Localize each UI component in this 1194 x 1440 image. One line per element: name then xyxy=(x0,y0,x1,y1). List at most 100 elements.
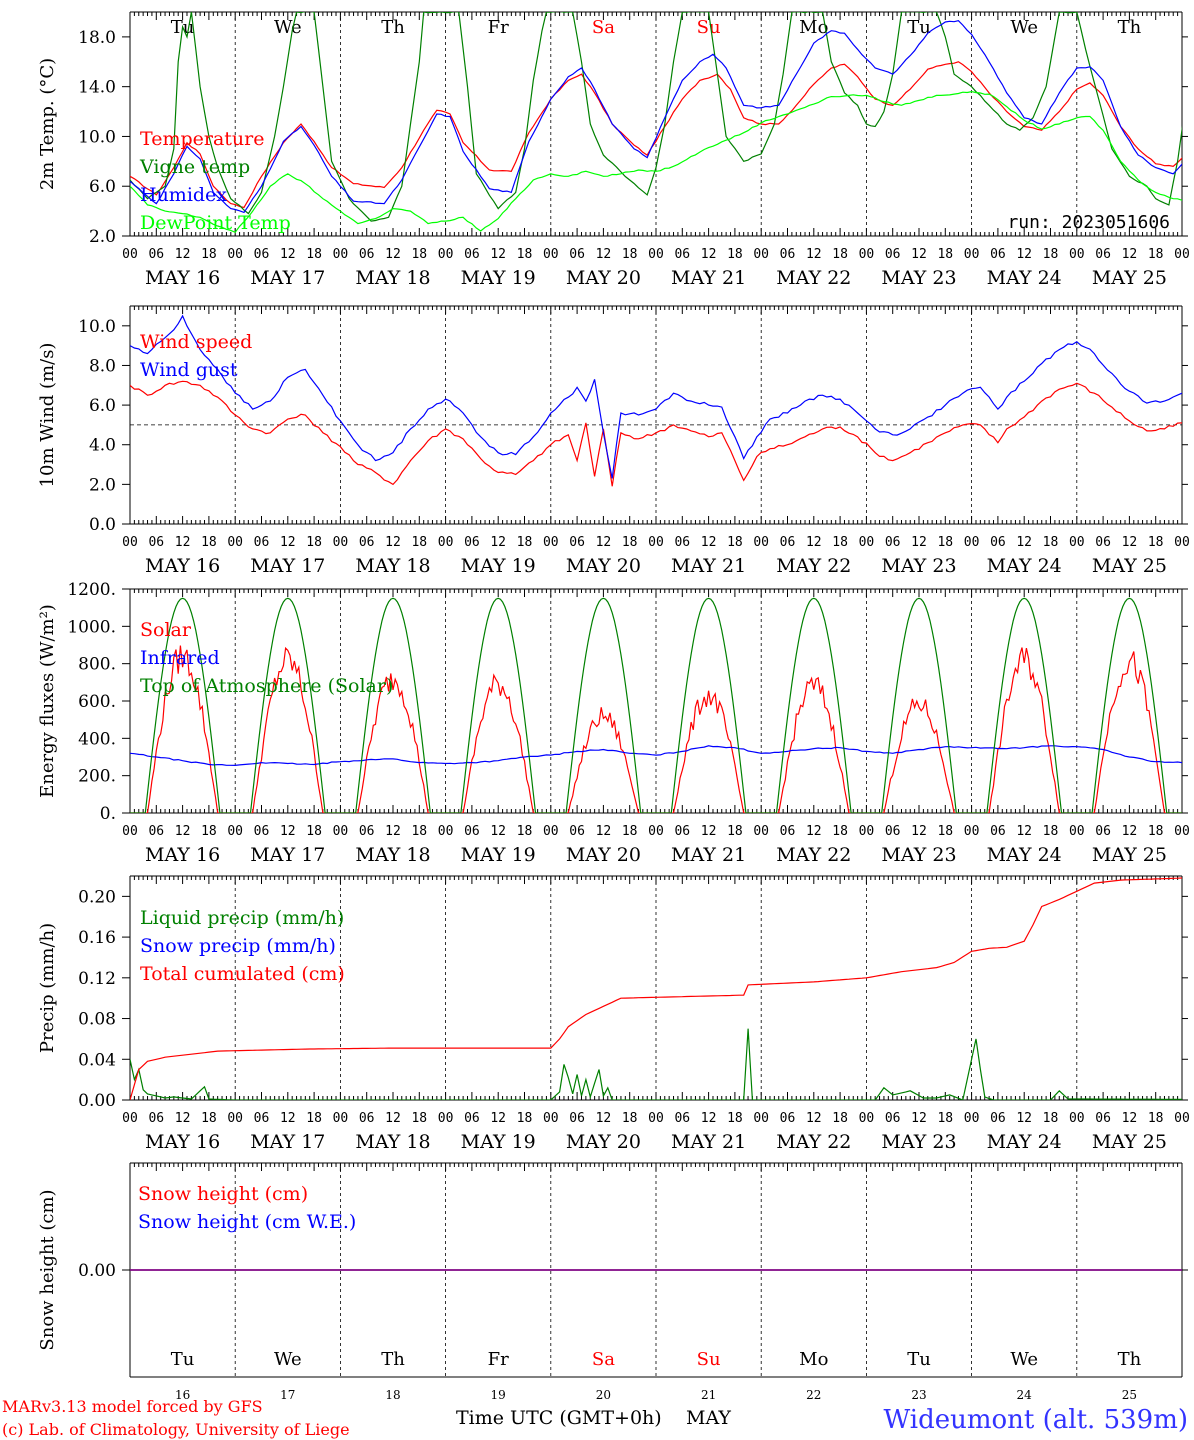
hour-label: 06 xyxy=(885,535,901,550)
hour-label: 12 xyxy=(385,247,401,262)
hour-label: 12 xyxy=(385,824,401,839)
legend-entry: Snow height (cm) xyxy=(138,1183,308,1205)
hour-label: 18 xyxy=(411,247,427,262)
hour-label: 12 xyxy=(596,1111,612,1126)
hour-label: 06 xyxy=(1095,535,1111,550)
lab-credit: (c) Lab. of Climatology, University of L… xyxy=(2,1420,350,1439)
hour-label: 18 xyxy=(1043,247,1059,262)
hour-label: 12 xyxy=(280,535,296,550)
date-label: MAY 18 xyxy=(355,267,430,289)
day-of-week-label: Th xyxy=(1118,17,1142,38)
date-label: MAY 19 xyxy=(461,1131,536,1153)
date-label: MAY 20 xyxy=(566,1131,641,1153)
hour-label: 06 xyxy=(674,1111,690,1126)
hour-label: 00 xyxy=(1174,1111,1190,1126)
hour-label: 12 xyxy=(911,535,927,550)
hour-label: 00 xyxy=(648,1111,664,1126)
date-label: MAY 16 xyxy=(145,267,220,289)
panel-2: 0.0 2.0 4.0 6.0 8.0 10.0 10m Wind (m/s) 00 06 12 1… xyxy=(37,305,1190,577)
hour-label: 00 xyxy=(1069,824,1085,839)
y-axis-label: 10m Wind (m/s) xyxy=(37,343,58,488)
hour-label: 00 xyxy=(648,824,664,839)
hour-label: 00 xyxy=(753,535,769,550)
day-of-week-label: Tu xyxy=(907,1349,931,1370)
hour-label: 00 xyxy=(753,247,769,262)
hour-label: 00 xyxy=(964,247,980,262)
hour-label: 18 xyxy=(832,1111,848,1126)
hour-label: 18 xyxy=(832,535,848,550)
hour-label: 18 xyxy=(727,824,743,839)
hour-label: 00 xyxy=(648,535,664,550)
y-tick-label: 200. xyxy=(78,767,116,787)
panel-4: 0.00 0.04 0.08 0.12 0.16 0.20 Precip (mm/h) 00 0… xyxy=(37,875,1190,1153)
y-tick-label: 18.0 xyxy=(78,28,116,48)
hour-label: 06 xyxy=(464,1111,480,1126)
hour-label: 00 xyxy=(543,535,559,550)
hour-label: 06 xyxy=(569,1111,585,1126)
hour-label: 12 xyxy=(806,247,822,262)
hour-label: 12 xyxy=(280,1111,296,1126)
series-line-vigne-temp xyxy=(130,12,1182,222)
date-label: MAY 20 xyxy=(566,267,641,289)
hour-label: 00 xyxy=(227,1111,243,1126)
hour-label: 18 xyxy=(937,247,953,262)
y-tick-label: 400. xyxy=(78,729,116,749)
day-of-week-label: Su xyxy=(697,17,721,38)
day-of-week-label: Sa xyxy=(592,17,615,38)
hour-label: 18 xyxy=(937,824,953,839)
hour-label: 06 xyxy=(464,824,480,839)
y-tick-label: 0.00 xyxy=(78,1091,116,1111)
hour-label: 12 xyxy=(280,824,296,839)
hour-label: 18 xyxy=(201,247,217,262)
hour-label: 06 xyxy=(780,1111,796,1126)
day-of-week-label: Mo xyxy=(799,17,828,38)
hour-label: 00 xyxy=(1069,535,1085,550)
hour-label: 06 xyxy=(990,824,1006,839)
hour-label: 06 xyxy=(885,824,901,839)
hour-label: 06 xyxy=(674,247,690,262)
hour-label: 12 xyxy=(280,247,296,262)
legend-entry: Solar xyxy=(140,619,192,641)
legend-entry: Vigne temp xyxy=(139,156,250,178)
hour-label: 00 xyxy=(543,1111,559,1126)
month-label: MAY xyxy=(686,1407,731,1429)
hour-label: 18 xyxy=(411,1111,427,1126)
day-of-week-label: We xyxy=(274,17,302,38)
date-label: MAY 18 xyxy=(355,844,430,866)
day-number-label: 18 xyxy=(385,1388,400,1402)
hour-label: 00 xyxy=(1174,247,1190,262)
date-label: MAY 17 xyxy=(250,267,325,289)
hour-label: 06 xyxy=(990,535,1006,550)
hour-ticks xyxy=(129,12,1183,236)
panel-5: 0.00 Snow height (cm) Snow height (cm) Snow… xyxy=(37,1162,1188,1377)
hour-label: 12 xyxy=(385,535,401,550)
hour-label: 06 xyxy=(254,1111,270,1126)
y-tick-label: 0.16 xyxy=(78,928,116,948)
hour-label: 00 xyxy=(122,824,138,839)
hour-label: 12 xyxy=(806,1111,822,1126)
hour-label: 12 xyxy=(1016,1111,1032,1126)
hour-label: 18 xyxy=(1148,824,1164,839)
y-tick-label: 0.08 xyxy=(78,1010,116,1030)
hour-label: 18 xyxy=(727,1111,743,1126)
date-label: MAY 18 xyxy=(355,555,430,577)
series-line-humidex xyxy=(130,20,1182,214)
y-tick-label: 0.00 xyxy=(78,1261,116,1281)
hour-label: 00 xyxy=(859,535,875,550)
hour-label: 12 xyxy=(175,1111,191,1126)
plot-area xyxy=(130,877,1182,1100)
hour-label: 00 xyxy=(438,535,454,550)
hour-label: 12 xyxy=(1122,535,1138,550)
hour-label: 00 xyxy=(122,1111,138,1126)
hour-label: 00 xyxy=(859,1111,875,1126)
day-of-week-label: Th xyxy=(1118,1349,1142,1370)
hour-label: 00 xyxy=(333,535,349,550)
hour-label: 18 xyxy=(201,535,217,550)
hour-label: 06 xyxy=(148,247,164,262)
date-label: MAY 21 xyxy=(671,844,746,866)
hour-label: 00 xyxy=(859,824,875,839)
date-label: MAY 20 xyxy=(566,844,641,866)
legend-entry: Wind gust xyxy=(140,359,238,381)
hour-label: 06 xyxy=(1095,247,1111,262)
hour-label: 06 xyxy=(885,247,901,262)
